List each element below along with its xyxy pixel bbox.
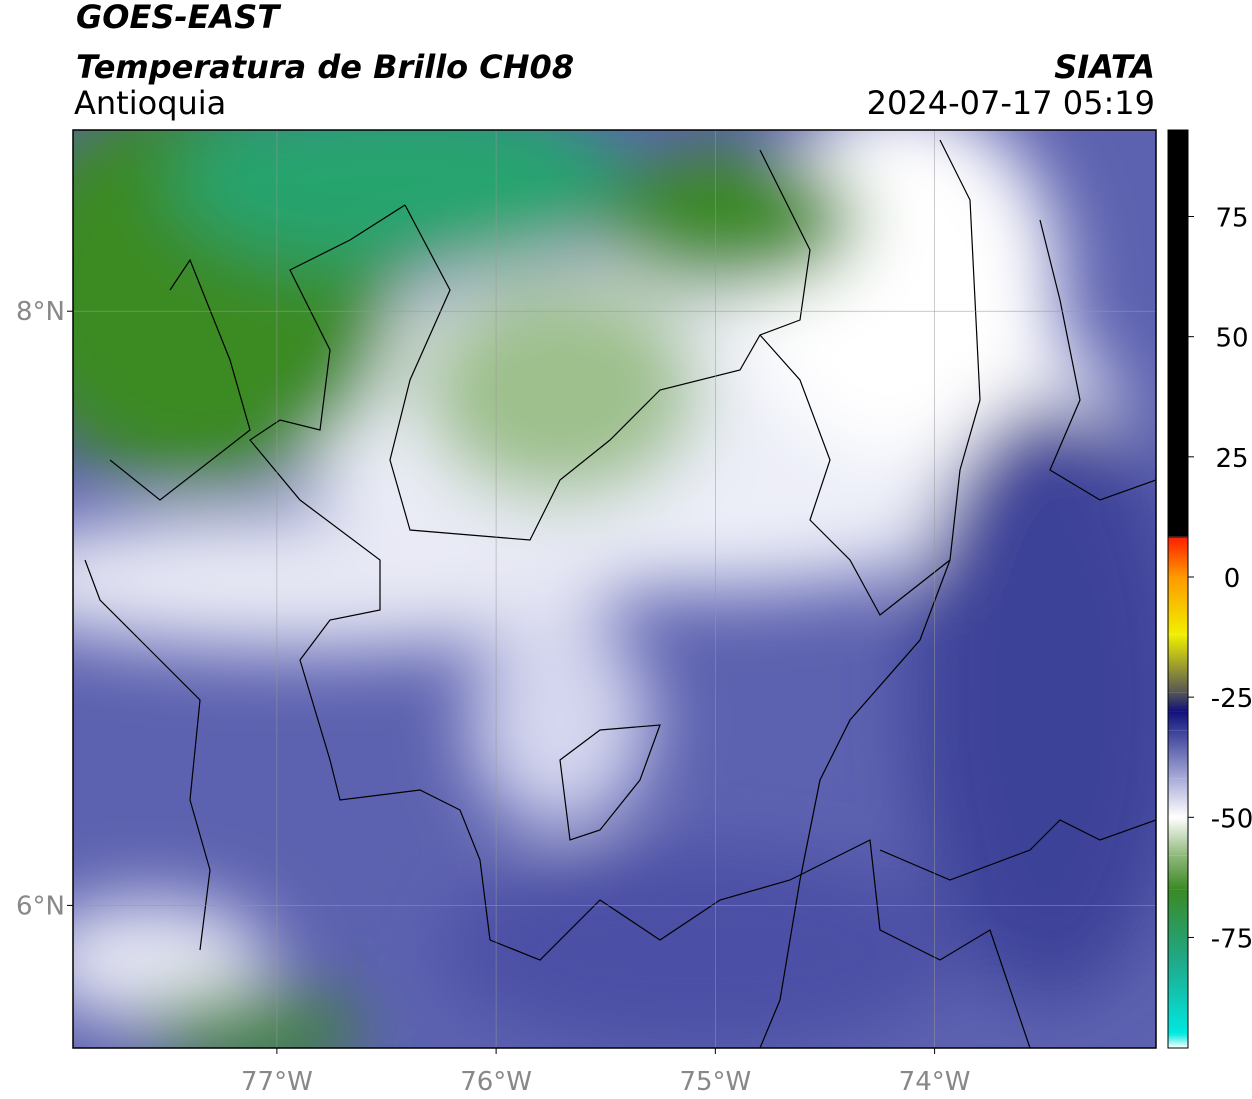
gridlines	[73, 130, 1156, 1048]
colorbar-tick-label: -50	[1211, 804, 1252, 834]
region: Antioquia	[74, 84, 226, 122]
colorbar-tick-label: -25	[1211, 684, 1252, 714]
colorbar-segment	[1168, 130, 1188, 537]
y-tick-label: 8°N	[16, 297, 65, 327]
x-tick-label: 74°W	[899, 1067, 971, 1097]
x-tick-label: 75°W	[679, 1067, 751, 1097]
x-tick-label: 76°W	[460, 1067, 532, 1097]
subtitle: Temperatura de Brillo CH08	[76, 48, 574, 86]
colorbar-segment	[1168, 961, 1188, 1034]
colorbar-segment	[1168, 855, 1188, 890]
map-frame	[72, 129, 1157, 1049]
map-image	[73, 130, 1156, 1048]
colorbar-segment	[1168, 730, 1188, 779]
colorbar-segment	[1168, 889, 1188, 962]
colorbar-segment	[1168, 538, 1188, 577]
colorbar-segment	[1168, 711, 1188, 731]
colorbar: 75 50 25 0 -25 -50 -75	[1167, 129, 1252, 1049]
colorbar-frame	[1167, 129, 1189, 1049]
colorbar-segment	[1168, 817, 1188, 856]
colorbar-tick-label: 0	[1224, 564, 1241, 594]
colorbar-tick-label: -75	[1211, 924, 1252, 954]
source: SIATA	[1054, 48, 1155, 86]
colorbar-segment	[1168, 1033, 1188, 1048]
title: GOES-EAST	[76, 0, 281, 36]
colorbar-tick-label: 25	[1215, 444, 1248, 474]
colorbar-segment	[1168, 576, 1188, 635]
colorbar-segment	[1168, 536, 1188, 539]
colorbar-segment	[1168, 634, 1188, 693]
colorbar-tick-label: 50	[1215, 324, 1248, 354]
colorbar-segment	[1168, 778, 1188, 818]
y-tick-label: 6°N	[16, 891, 65, 921]
x-tick-label: 77°W	[241, 1067, 313, 1097]
datetime: 2024-07-17 05:19	[867, 84, 1155, 122]
colorbar-tick-label: 75	[1215, 204, 1248, 234]
colorbar-segment	[1168, 692, 1188, 712]
